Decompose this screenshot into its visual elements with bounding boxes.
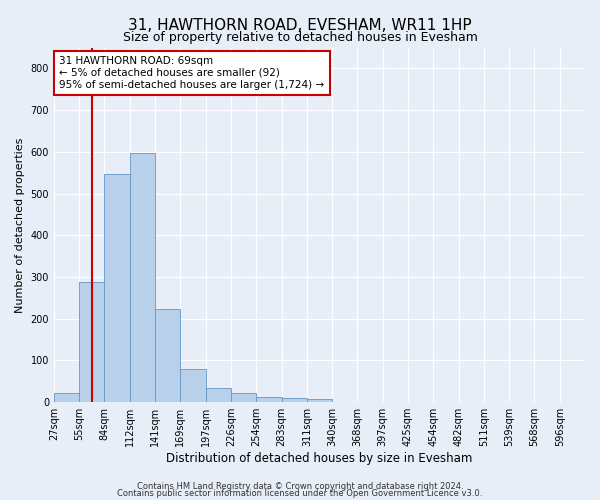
Text: Contains HM Land Registry data © Crown copyright and database right 2024.: Contains HM Land Registry data © Crown c… xyxy=(137,482,463,491)
Bar xyxy=(54,393,79,402)
Text: 31, HAWTHORN ROAD, EVESHAM, WR11 1HP: 31, HAWTHORN ROAD, EVESHAM, WR11 1HP xyxy=(128,18,472,33)
Bar xyxy=(130,153,155,402)
Text: Contains public sector information licensed under the Open Government Licence v3: Contains public sector information licen… xyxy=(118,490,482,498)
Text: Size of property relative to detached houses in Evesham: Size of property relative to detached ho… xyxy=(122,31,478,44)
Text: 31 HAWTHORN ROAD: 69sqm
← 5% of detached houses are smaller (92)
95% of semi-det: 31 HAWTHORN ROAD: 69sqm ← 5% of detached… xyxy=(59,56,325,90)
Y-axis label: Number of detached properties: Number of detached properties xyxy=(15,137,25,312)
X-axis label: Distribution of detached houses by size in Evesham: Distribution of detached houses by size … xyxy=(166,452,473,465)
Bar xyxy=(155,309,181,402)
Bar xyxy=(79,282,104,402)
Bar xyxy=(307,400,332,402)
Bar xyxy=(256,397,281,402)
Bar xyxy=(281,398,307,402)
Bar xyxy=(181,369,206,402)
Bar xyxy=(206,388,231,402)
Bar xyxy=(104,174,130,402)
Bar xyxy=(231,392,256,402)
